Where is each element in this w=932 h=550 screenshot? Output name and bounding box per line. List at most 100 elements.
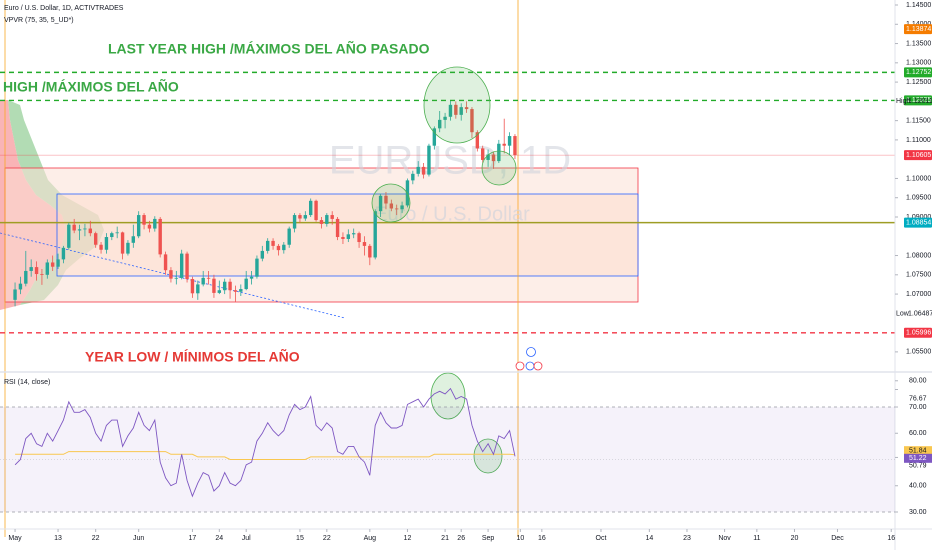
candle-body [83,228,87,230]
price-badge [904,67,932,78]
candle-body [260,250,265,259]
low-value: 1.06487 [908,311,932,318]
candle-body [443,116,447,120]
rsi-y-tick-label: 40.00 [909,483,927,490]
candle-body [427,145,431,175]
candle-body [481,148,485,160]
candle-body [357,233,361,243]
candle-body [395,208,399,210]
y-tick-label: 1.05500 [906,349,931,356]
candle-body [190,279,195,294]
candle-body [56,259,60,267]
candle-body [169,270,173,279]
candle-body [50,262,55,267]
candle-body [373,211,377,258]
candle-body [206,277,211,279]
x-tick-label: 16 [538,535,546,542]
candle-body [201,277,205,285]
candle-body [142,215,146,225]
event-icon[interactable] [525,361,535,371]
highlight [423,66,491,144]
candle-body [185,253,189,280]
price-badge [904,150,932,161]
rsi-badge [904,446,932,456]
x-tick-label: Jul [242,535,251,542]
event-icon[interactable] [533,361,543,371]
candle-body [507,136,512,146]
candle-body [271,240,275,246]
candle-body [255,258,259,277]
candle-body [110,233,114,238]
rsi-y-tick-label: 70.00 [909,404,927,411]
candle-body [486,154,490,160]
candle-body [239,289,243,292]
candle-body [389,203,394,209]
x-tick-label: 16 [887,535,895,542]
price-badge [904,217,932,228]
candle-body [282,244,286,251]
candle-body [174,277,179,279]
rsi-y-tick-label: 60.00 [909,430,927,437]
candle-body [228,281,232,291]
candle-body [411,173,415,181]
candle-body [222,281,227,291]
x-tick-label: Nov [718,535,731,542]
price-badge-label: 1.13874 [906,26,931,33]
candle-body [217,290,222,293]
price-badge-label: 1.08854 [906,219,931,226]
candle-body [45,262,50,275]
watermark-subtitle: Euro / U.S. Dollar [374,203,530,225]
x-tick-label: 24 [215,535,223,542]
candle-body [330,215,334,219]
candle-body [454,104,458,115]
price-badge-label: 1.12025 [906,97,931,104]
price-badge [904,95,932,106]
candle-body [513,136,517,156]
candle-body [24,270,28,284]
candle-body [464,107,469,110]
candle-body [362,242,367,246]
x-tick-label: 14 [645,535,653,542]
high-label: High [896,98,911,105]
candle-body [233,290,238,292]
x-tick-label: 23 [683,535,691,542]
candle-body [77,229,82,231]
candle-body [319,220,324,224]
candle-body [325,215,329,224]
annotation: LAST YEAR HIGH /MÁXIMOS DEL AÑO PASADO [108,40,430,57]
x-tick-label: 22 [323,535,331,542]
candle-body [158,218,162,255]
event-icon[interactable] [526,347,536,357]
low-label: Low [896,311,910,318]
candle-body [163,254,168,271]
candle-body [18,283,23,290]
y-tick-label: 1.11500 [906,117,931,124]
x-tick-label: 22 [92,535,100,542]
x-tick-label: May [8,535,22,542]
y-tick-label: 1.09500 [906,195,931,202]
annotation: YEAR LOW / MÍNIMOS DEL AÑO [85,348,300,365]
high-value: 1.12011 [908,98,932,105]
candle-body [249,276,254,279]
candle-body [384,195,388,204]
rsi-line [14,387,516,498]
x-tick-label: Dec [831,535,844,542]
candle-body [29,267,33,271]
candle-body [99,244,103,250]
candle-body [115,232,119,234]
candle-body [438,119,442,129]
y-tick-label: 1.09000 [906,214,931,221]
watermark: EURUSD, 1D [329,139,571,183]
candle-body [34,267,39,275]
price-badge [904,327,932,338]
rsi-badge [904,453,932,463]
candle-body [104,237,109,250]
candle-body [459,107,463,115]
event-icon[interactable] [515,361,525,371]
candle-body [448,104,453,117]
candle-body [13,289,17,300]
candle-body [346,234,351,239]
candle-body [244,278,248,290]
y-tick-label: 1.08000 [906,252,931,259]
candle-body [93,233,98,245]
